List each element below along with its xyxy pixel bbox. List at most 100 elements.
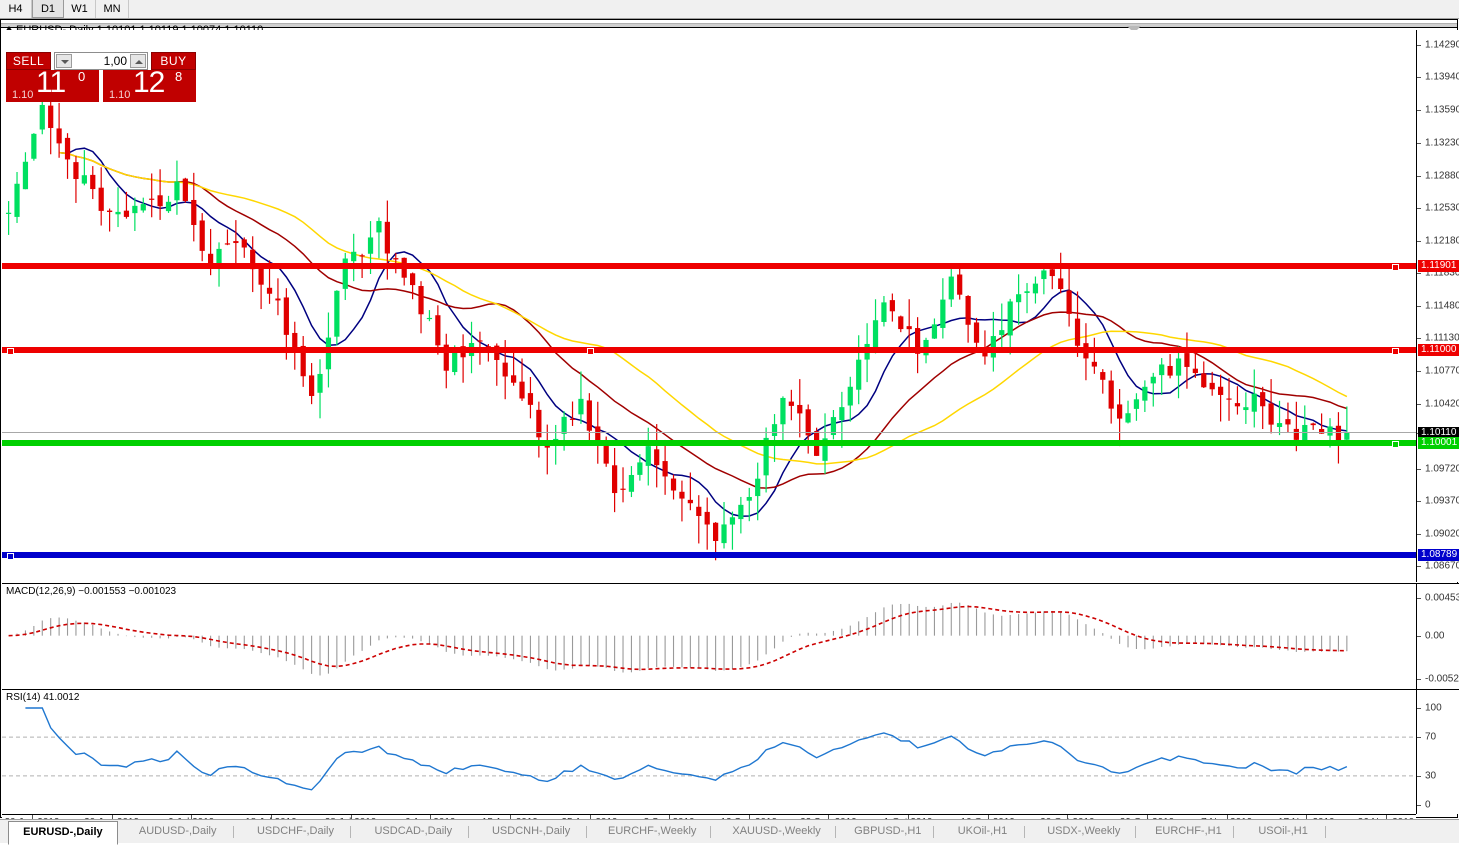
candle-body [856, 359, 862, 390]
date-axis-tick [430, 815, 432, 819]
candle-body [805, 409, 811, 436]
scroll-track[interactable] [1, 23, 1457, 28]
candle-body [1226, 398, 1232, 400]
candle-body [1159, 364, 1165, 376]
candle-body [729, 517, 736, 525]
candle-body [612, 465, 618, 494]
sell-price-block[interactable]: 1.10 11 0 [6, 70, 99, 102]
buy-price-block[interactable]: 1.10 12 8 [103, 70, 196, 102]
support-line-green[interactable] [2, 439, 1416, 446]
candle-body [426, 317, 433, 320]
volume-input[interactable]: 1,00 [54, 52, 148, 70]
buy-price-pips: 12 [133, 70, 165, 99]
candle-body [1327, 426, 1333, 436]
candle-body [191, 199, 197, 225]
timeframe-d1[interactable]: D1 [32, 0, 64, 18]
timeframe-h4[interactable]: H4 [0, 0, 32, 18]
tab-separator [1324, 826, 1326, 838]
level-drag-handle[interactable] [1392, 348, 1399, 356]
price-axis-label: 1.09720 [1425, 463, 1459, 475]
timeframe-mn[interactable]: MN [96, 0, 129, 18]
buy-button[interactable]: BUY [151, 52, 196, 70]
date-axis-tick [987, 815, 989, 819]
rsi-axis-tick [1417, 805, 1421, 806]
date-axis-tick [111, 815, 113, 819]
candle-body [1218, 386, 1224, 395]
candle-body [797, 404, 803, 414]
candle-body [721, 524, 727, 544]
candle-body [1058, 278, 1064, 290]
current-price-line[interactable] [2, 432, 1416, 434]
candle-body [300, 345, 306, 377]
candle-body [1117, 404, 1123, 419]
level-drag-handle[interactable] [587, 348, 594, 356]
candle-body [418, 286, 424, 315]
toolbar-empty-area [120, 0, 1459, 18]
resistance-line-lower[interactable] [2, 347, 1416, 354]
chart-scroll-strip[interactable] [1, 20, 1457, 33]
candle-body [132, 205, 138, 214]
macd-axis-label: -0.00520 [1425, 673, 1459, 685]
price-axis-label: 1.09020 [1425, 528, 1459, 540]
macd-signal-line [8, 605, 1347, 671]
chart-tab-eurchf[interactable]: EURCHF-,Weekly [607, 825, 697, 837]
price-axis-tick [1417, 533, 1421, 535]
chart-tab-eurchf[interactable]: EURCHF-,H1 [1155, 825, 1222, 837]
volume-decrease-button[interactable] [56, 54, 72, 68]
price-axis[interactable]: 1.14290 1.13940 1.13590 1.13230 1.12880 1.125… [1416, 30, 1459, 582]
price-pane[interactable] [2, 30, 1416, 582]
candle-body [1310, 423, 1316, 426]
chart-tab-eurusd[interactable]: EURUSD-,Daily [8, 821, 118, 845]
support-line-blue[interactable] [2, 552, 1416, 559]
chart-tab-usoil[interactable]: USOil-,H1 [1258, 825, 1308, 837]
macd-pane[interactable]: MACD(12,26,9) −0.001553 −0.001023 [2, 583, 1416, 689]
candle-body [830, 417, 837, 436]
price-axis-highlight: 1.11901 [1418, 260, 1459, 273]
chart-tab-usdcad[interactable]: USDCAD-,Daily [374, 825, 453, 837]
rsi-title: RSI(14) 41.0012 [6, 692, 80, 703]
candle-body [325, 337, 332, 370]
rsi-axis-label: 100 [1425, 702, 1442, 714]
tab-separator [1135, 826, 1137, 838]
timeframe-w1[interactable]: W1 [64, 0, 96, 18]
chart-tab-usdcnh[interactable]: USDCNH-,Daily [491, 825, 571, 837]
candle-body [1175, 358, 1182, 376]
level-drag-handle[interactable] [1392, 264, 1399, 272]
candle-body [73, 162, 79, 180]
candle-body [241, 239, 247, 248]
candle-body [1074, 318, 1081, 346]
macd-axis-label: 0.004536 [1425, 592, 1459, 604]
resistance-line-upper[interactable] [2, 263, 1416, 270]
candle-body [376, 221, 382, 233]
chart-tab-usdx[interactable]: USDX-,Weekly [1047, 825, 1121, 837]
candle-body [637, 462, 643, 475]
date-axis-tick [828, 815, 830, 819]
rsi-axis-tick [1417, 737, 1421, 739]
volume-increase-button[interactable] [130, 54, 146, 68]
chart-tab-usdchf[interactable]: USDCHF-,Daily [256, 825, 334, 837]
one-click-trading-panel[interactable]: SELL 1,00 BUY 1.10 11 0 1.10 [6, 52, 196, 102]
moving-average-line [59, 151, 1348, 489]
level-drag-handle[interactable] [7, 553, 14, 561]
candle-body [511, 375, 517, 383]
candle-body [620, 488, 626, 490]
macd-axis[interactable]: 0.004536 0.00 -0.00520 [1416, 583, 1459, 689]
candle-body [973, 322, 980, 343]
chart-tab-xauusd[interactable]: XAUUSD-,Weekly [732, 825, 821, 837]
chart-tab-gbpusd[interactable]: GBPUSD-,H1 [854, 825, 922, 837]
candle-body [1209, 382, 1215, 390]
candle-body [157, 195, 163, 207]
price-axis-highlight: 1.10110 [1418, 426, 1459, 439]
level-drag-handle[interactable] [1392, 440, 1399, 448]
level-drag-handle[interactable] [7, 348, 14, 356]
chart-tab-audusd[interactable]: AUDUSD-,Daily [138, 825, 217, 837]
price-axis-label: 1.10770 [1425, 365, 1459, 377]
candle-body [746, 497, 752, 501]
candle-body [115, 211, 121, 215]
price-axis-tick [1417, 371, 1421, 373]
triangle-up-icon [5, 26, 13, 32]
rsi-axis[interactable]: 100 70 30 0 [1416, 689, 1459, 814]
rsi-pane[interactable]: RSI(14) 41.0012 [2, 689, 1416, 814]
chart-tab-ukoil[interactable]: UKOil-,H1 [957, 825, 1008, 837]
sell-button[interactable]: SELL [6, 52, 51, 70]
